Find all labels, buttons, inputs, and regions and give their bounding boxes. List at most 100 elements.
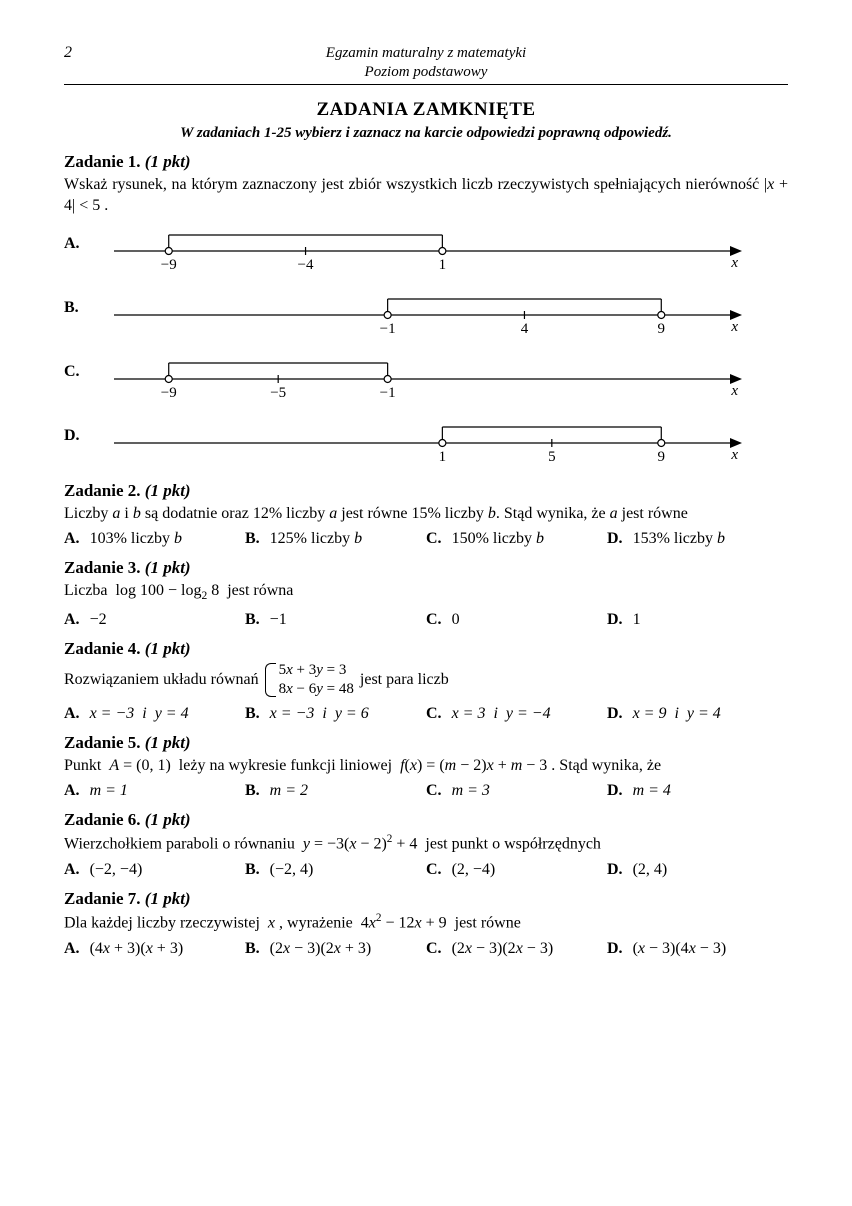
task-4-eq2: 8x − 6y = 48 — [279, 680, 354, 699]
task-1-numberline-A: A.x−9−41 — [64, 225, 788, 271]
svg-text:4: 4 — [521, 321, 529, 335]
task-4-option-B: B.x = −3 i y = 6 — [245, 705, 426, 723]
task-1-numberline-B-label: B. — [64, 289, 104, 317]
task-7-option-A: A.(4x + 3)(x + 3) — [64, 940, 245, 958]
task-1-title: Zadanie 1. (1 pkt) — [64, 152, 788, 172]
task-7-options: A.(4x + 3)(x + 3) B.(2x − 3)(2x + 3) C.(… — [64, 940, 788, 958]
task-5-body: Punkt A = (0, 1) leży na wykresie funkcj… — [64, 755, 788, 777]
task-6-points: (1 pkt) — [145, 810, 191, 829]
task-7-option-D: D.(x − 3)(4x − 3) — [607, 940, 788, 958]
task-6-option-A: A.(−2, −4) — [64, 861, 245, 879]
task-1-numberlines: A.x−9−41B.x−149C.x−9−5−1D.x159 — [64, 225, 788, 463]
task-3-option-D: D.1 — [607, 611, 788, 629]
page-header: 2 Egzamin maturalny z matematyki Poziom … — [64, 44, 788, 85]
task-4-body-before: Rozwiązaniem układu równań — [64, 669, 259, 691]
svg-text:x: x — [730, 255, 738, 271]
task-1-numberline-C-label: C. — [64, 353, 104, 381]
task-4-points: (1 pkt) — [145, 639, 191, 658]
svg-text:x: x — [730, 383, 738, 399]
task-4-option-B-text: x = −3 i y = 6 — [270, 705, 369, 722]
task-6-option-D: D.(2, 4) — [607, 861, 788, 879]
svg-text:−4: −4 — [298, 257, 314, 271]
task-6-option-B-text: (−2, 4) — [270, 861, 314, 878]
task-6-option-B: B.(−2, 4) — [245, 861, 426, 879]
task-2-option-A-text: 103% liczby b — [90, 530, 182, 547]
task-2-option-D: D.153% liczby b — [607, 530, 788, 548]
task-3-option-B: B.−1 — [245, 611, 426, 629]
task-7-points: (1 pkt) — [145, 889, 191, 908]
task-2-option-A: A.103% liczby b — [64, 530, 245, 548]
task-5-option-D-text: m = 4 — [633, 782, 671, 799]
task-6-option-A-text: (−2, −4) — [90, 861, 143, 878]
task-7-number: Zadanie 7. — [64, 889, 141, 908]
task-5-option-C: C.m = 3 — [426, 782, 607, 800]
numberline-svg: x159 — [104, 417, 744, 463]
task-3-option-C-text: 0 — [452, 611, 460, 628]
svg-text:−5: −5 — [270, 385, 286, 399]
task-7-option-B: B.(2x − 3)(2x + 3) — [245, 940, 426, 958]
task-3-title: Zadanie 3. (1 pkt) — [64, 558, 788, 578]
task-7-option-B-text: (2x − 3)(2x + 3) — [270, 940, 372, 957]
task-2-option-B-text: 125% liczby b — [270, 530, 362, 547]
task-1-body-before: Wskaż rysunek, na którym zaznaczony jest… — [64, 176, 764, 193]
task-4-body-after: jest para liczb — [360, 669, 449, 691]
task-2-option-D-text: 153% liczby b — [633, 530, 725, 547]
task-7-title: Zadanie 7. (1 pkt) — [64, 889, 788, 909]
header-line-1: Egzamin maturalny z matematyki — [64, 44, 788, 63]
svg-text:9: 9 — [658, 321, 666, 335]
task-2-option-C-text: 150% liczby b — [452, 530, 544, 547]
svg-text:−1: −1 — [380, 321, 396, 335]
task-7-option-C: C.(2x − 3)(2x − 3) — [426, 940, 607, 958]
task-4-eq1: 5x + 3y = 3 — [279, 661, 354, 680]
task-3-option-C: C.0 — [426, 611, 607, 629]
task-4-option-C: C.x = 3 i y = −4 — [426, 705, 607, 723]
task-3-number: Zadanie 3. — [64, 558, 141, 577]
task-2-number: Zadanie 2. — [64, 481, 141, 500]
task-7-option-D-text: (x − 3)(4x − 3) — [633, 940, 727, 957]
task-7-option-C-text: (2x − 3)(2x − 3) — [452, 940, 554, 957]
task-1-numberline-D: D.x159 — [64, 417, 788, 463]
section-title: ZADANIA ZAMKNIĘTE — [64, 99, 788, 121]
header-line-2: Poziom podstawowy — [64, 63, 788, 82]
task-5-option-B: B.m = 2 — [245, 782, 426, 800]
task-5-points: (1 pkt) — [145, 733, 191, 752]
task-7-body: Dla każdej liczby rzeczywistej x , wyraż… — [64, 911, 788, 934]
task-6-option-C: C.(2, −4) — [426, 861, 607, 879]
task-4-option-C-text: x = 3 i y = −4 — [452, 705, 551, 722]
task-3-points: (1 pkt) — [145, 558, 191, 577]
task-3-option-A: A.−2 — [64, 611, 245, 629]
task-7-option-A-text: (4x + 3)(x + 3) — [90, 940, 184, 957]
task-2-option-C: C.150% liczby b — [426, 530, 607, 548]
task-5-option-C-text: m = 3 — [452, 782, 490, 799]
task-6-body: Wierzchołkiem paraboli o równaniu y = −3… — [64, 832, 788, 855]
task-1-numberline-A-label: A. — [64, 225, 104, 253]
task-5-option-A: A.m = 1 — [64, 782, 245, 800]
task-2-body: Liczby a i b są dodatnie oraz 12% liczby… — [64, 503, 788, 525]
task-4-option-A: A.x = −3 i y = 4 — [64, 705, 245, 723]
task-3-option-B-text: −1 — [270, 611, 287, 628]
task-3-options: A.−2 B.−1 C.0 D.1 — [64, 611, 788, 629]
task-4-title: Zadanie 4. (1 pkt) — [64, 639, 788, 659]
task-4-options: A.x = −3 i y = 4 B.x = −3 i y = 6 C.x = … — [64, 705, 788, 723]
task-6-title: Zadanie 6. (1 pkt) — [64, 810, 788, 830]
task-4-system: 5x + 3y = 3 8x − 6y = 48 — [265, 661, 354, 699]
task-6-option-D-text: (2, 4) — [633, 861, 668, 878]
task-5-title: Zadanie 5. (1 pkt) — [64, 733, 788, 753]
task-1-number: Zadanie 1. — [64, 152, 141, 171]
task-1-points: (1 pkt) — [145, 152, 191, 171]
task-2-title: Zadanie 2. (1 pkt) — [64, 481, 788, 501]
task-3-body: Liczba log 100 − log2 8 jest równa — [64, 580, 788, 605]
svg-text:−1: −1 — [380, 385, 396, 399]
task-5-options: A.m = 1 B.m = 2 C.m = 3 D.m = 4 — [64, 782, 788, 800]
svg-text:−9: −9 — [161, 385, 177, 399]
svg-text:9: 9 — [658, 449, 666, 463]
task-2-options: A.103% liczby b B.125% liczby b C.150% l… — [64, 530, 788, 548]
section-instruction: W zadaniach 1-25 wybierz i zaznacz na ka… — [64, 125, 788, 142]
task-6-options: A.(−2, −4) B.(−2, 4) C.(2, −4) D.(2, 4) — [64, 861, 788, 879]
svg-text:1: 1 — [439, 257, 447, 271]
task-1-numberline-D-label: D. — [64, 417, 104, 445]
numberline-svg: x−149 — [104, 289, 744, 335]
svg-text:5: 5 — [548, 449, 556, 463]
task-6-option-C-text: (2, −4) — [452, 861, 496, 878]
task-1-body: Wskaż rysunek, na którym zaznaczony jest… — [64, 174, 788, 217]
